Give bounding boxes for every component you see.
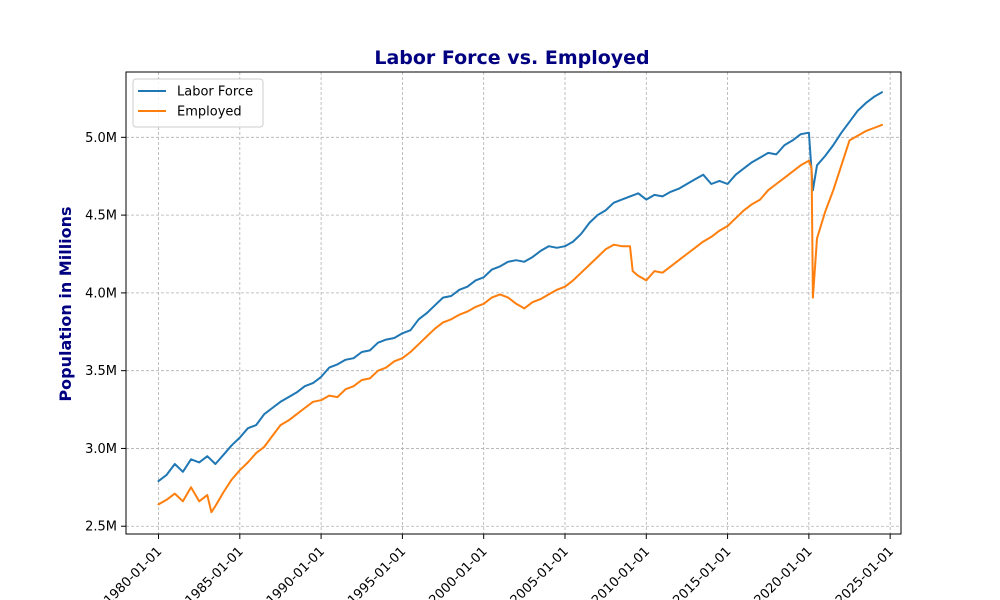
y-tick-label: 4.5M [85,209,117,224]
y-tick-label: 4.0M [85,286,117,301]
legend-label: Labor Force [177,85,253,100]
y-tick-label: 2.5M [85,520,117,535]
series-line-labor-force [157,91,883,483]
series-line-employed [157,123,883,514]
y-axis-label: Population in Millions [56,206,75,401]
y-tick-label: 3.0M [85,442,117,457]
chart-title: Labor Force vs. Employed [374,47,649,69]
grid-lines [126,72,901,534]
series-lines [157,91,883,514]
y-tick-label: 5.0M [85,131,117,146]
legend-label: Employed [177,105,242,120]
plot-frame [125,71,902,535]
y-tick-label: 3.5M [85,364,117,379]
legend: Labor Force Employed [132,78,264,128]
